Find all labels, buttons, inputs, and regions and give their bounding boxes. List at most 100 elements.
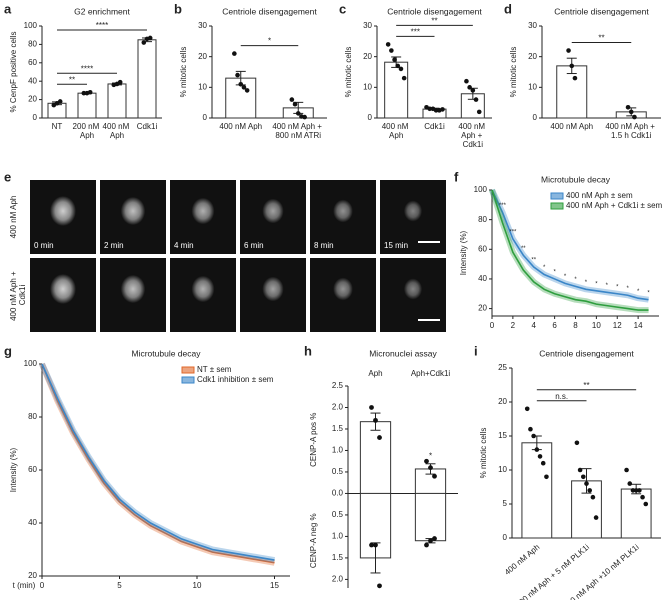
data-point [392,57,397,63]
data-point [428,538,433,544]
x-tick-label: 400 nM Aph + Cdk1i [458,122,487,149]
significance-label: * [595,281,598,287]
y-tick-label: 40 [28,518,37,527]
legend-swatch [550,202,564,210]
data-point [377,583,382,589]
panel-letter: i [474,343,478,358]
data-point [627,481,633,486]
data-point [637,488,642,493]
data-point [369,542,374,548]
x-tick-label: 6 [552,321,557,330]
x-tick-label: 0 [490,321,495,330]
time-label: 4 min [174,241,194,250]
x-tick-label: 2 [511,321,516,330]
bar [137,39,157,119]
data-point [235,72,240,78]
y-tick-label: 15 [498,431,507,440]
significance-label: *** [411,28,420,37]
chart-title: Microtubule decay [132,348,202,358]
bar [107,83,127,119]
legend-swatch [181,366,195,374]
panel-letter: c [339,1,346,16]
legend-swatch [550,192,564,200]
y-tick-label: 100 [474,185,488,194]
data-point [566,48,571,53]
time-label: 8 min [314,241,334,250]
y-tick-label: 1.5 [332,553,344,562]
row-label: 400 nM Aph + Cdk1i [9,269,27,321]
cell-image [403,278,423,300]
x-tick-label: 10 [592,321,601,330]
data-point [424,542,429,548]
x-tick-label: 10 [193,581,202,590]
data-point [630,488,636,493]
y-tick-label: 60 [28,58,37,67]
significance-label: *** [509,229,517,235]
bar [359,421,392,494]
x-tick-label: 400 nM Aph [550,122,593,131]
y-tick-label: 30 [198,21,207,30]
data-point [590,494,596,500]
significance-label: **** [81,64,93,73]
x-tick-label: 5 [117,581,122,590]
data-point [398,66,404,72]
y-tick-label: 40 [478,274,487,283]
significance-label: ** [598,34,604,43]
data-point [593,515,599,520]
data-point [624,467,629,473]
data-point [389,48,394,53]
data-point [427,106,433,112]
data-point [572,75,578,81]
x-tick-label: 0 [40,581,45,590]
panel-letter: h [304,343,312,358]
y-tick-label: 30 [528,21,537,30]
x-tick-label: Cdk1i [424,122,445,131]
data-point [117,79,123,85]
significance-label: ** [583,381,589,390]
x-tick-label: NT [52,122,63,131]
significance-label: * [606,283,609,289]
data-point [467,85,472,90]
y-tick-label: 1.5 [332,424,344,433]
y-tick-label: 0 [368,113,373,122]
y-tick-label: 1.0 [332,532,344,541]
time-label: 6 min [244,241,264,250]
series-line [41,363,275,564]
x-tick-label: Cdk1i [137,122,158,131]
time-label: 15 min [384,241,408,250]
data-point [524,406,530,412]
significance-label: * [268,37,271,46]
y-tick-label: 1.0 [332,446,344,455]
x-tick-label: 4 [532,321,537,330]
x-tick-label: 400 nM Aph [503,543,541,577]
panel-letter: f [454,169,459,184]
significance-label: ** [521,246,526,252]
chart-title: Centriole disengagement [387,6,482,16]
data-point [432,473,437,479]
y-tick-label: 20 [28,95,37,104]
y-tick-label: 60 [478,244,487,253]
significance-label: * [543,265,546,271]
x-tick-label: 12 [613,321,622,330]
data-point [464,78,469,84]
data-point [643,501,649,507]
series-line [491,189,649,311]
cell-image [120,274,146,304]
significance-label: * [585,280,588,286]
y-tick-label: 2.0 [332,575,344,584]
y-tick-label: 0.0 [332,489,344,498]
y-tick-label: 20 [198,52,207,61]
y-tick-label: 80 [28,40,37,49]
data-point [428,465,433,471]
cell-image [333,199,353,223]
y-tick-label: 100 [24,359,38,368]
data-point [432,536,437,541]
panel-letter: d [504,1,512,16]
y-tick-label: 0 [33,113,38,122]
y-tick-label: 0 [533,113,538,122]
y-axis-label: CENP-A pos % [309,413,318,467]
x-tick-label: 400 nM Aph [382,122,411,140]
y-tick-label: 20 [478,304,487,313]
data-point [302,114,307,120]
y-tick-label: 20 [528,52,537,61]
